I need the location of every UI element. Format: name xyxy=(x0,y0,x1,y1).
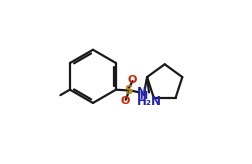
Text: N: N xyxy=(137,86,147,99)
Text: H₂N: H₂N xyxy=(137,95,162,108)
Text: O: O xyxy=(128,74,137,84)
Text: S: S xyxy=(124,84,133,97)
Text: H: H xyxy=(140,91,148,101)
Text: O: O xyxy=(121,96,130,106)
